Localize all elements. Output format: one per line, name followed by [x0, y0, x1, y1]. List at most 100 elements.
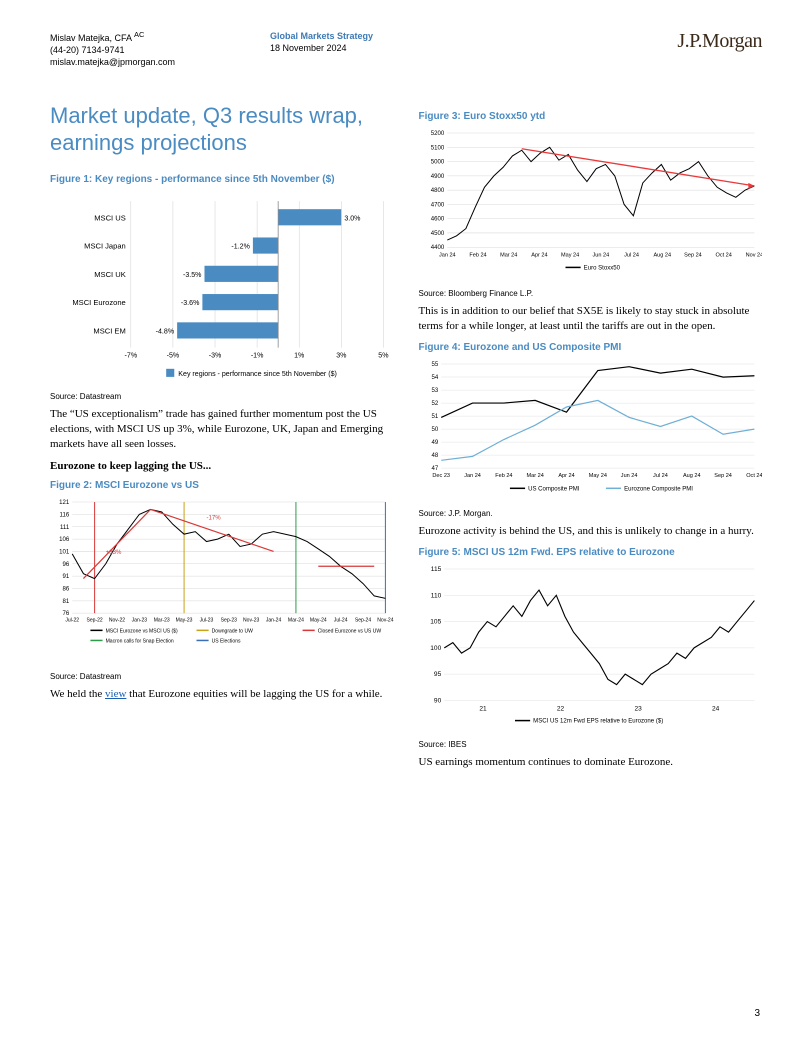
svg-text:-3.5%: -3.5%	[183, 272, 202, 279]
svg-text:-3.6%: -3.6%	[181, 300, 200, 307]
svg-text:Sep-22: Sep-22	[86, 617, 102, 623]
svg-text:Sep-24: Sep-24	[355, 617, 371, 623]
svg-text:Closed Eurozone vs US UW: Closed Eurozone vs US UW	[318, 628, 382, 634]
svg-text:3%: 3%	[336, 353, 347, 360]
svg-text:111: 111	[60, 524, 70, 530]
fig2-chart: 7681869196101106111116121Jul-22Sep-22Nov…	[50, 497, 394, 664]
svg-text:Downgrade to UW: Downgrade to UW	[212, 628, 253, 634]
svg-text:95: 95	[433, 671, 441, 678]
svg-text:MSCI US: MSCI US	[94, 214, 126, 223]
paragraph-5: US earnings momentum continues to domina…	[419, 755, 763, 770]
fig1-chart: -7%-5%-3%-1%1%3%5%MSCI US3.0%MSCI Japan-…	[50, 191, 394, 383]
fig2-title: Figure 2: MSCI Eurozone vs US	[50, 480, 394, 491]
svg-text:Macron calls for Snap Election: Macron calls for Snap Election	[106, 638, 174, 644]
svg-text:Mar 24: Mar 24	[526, 473, 543, 479]
svg-text:81: 81	[62, 599, 69, 605]
svg-text:21: 21	[479, 705, 487, 712]
svg-text:105: 105	[430, 619, 441, 626]
fig3-source: Source: Bloomberg Finance L.P.	[419, 289, 763, 298]
author-block: Mislav Matejka, CFA AC (44-20) 7134-9741…	[50, 30, 175, 68]
svg-text:4600: 4600	[430, 217, 444, 223]
svg-text:101: 101	[59, 549, 70, 555]
svg-text:Aug 24: Aug 24	[653, 253, 671, 259]
dept-title: Global Markets Strategy	[270, 30, 373, 42]
paragraph-2: We held the view that Eurozone equities …	[50, 687, 394, 702]
svg-text:-17%: -17%	[206, 515, 221, 521]
svg-text:110: 110	[430, 592, 441, 599]
svg-text:91: 91	[62, 574, 69, 580]
svg-text:Jan-24: Jan-24	[266, 617, 282, 623]
svg-text:Jun 24: Jun 24	[620, 473, 637, 479]
svg-text:Nov-23: Nov-23	[243, 617, 259, 623]
fig3-title: Figure 3: Euro Stoxx50 ytd	[419, 111, 763, 122]
svg-text:47: 47	[431, 466, 438, 472]
svg-text:100: 100	[430, 645, 441, 652]
svg-text:Key regions - performance sinc: Key regions - performance since 5th Nove…	[178, 371, 337, 378]
fig5-chart: 909510010511011521222324MSCI US 12m Fwd …	[419, 564, 763, 731]
jpmorgan-logo: J.P.Morgan	[677, 30, 762, 53]
svg-text:Oct 24: Oct 24	[746, 473, 762, 479]
paragraph-4: Eurozone activity is behind the US, and …	[419, 524, 763, 539]
svg-text:Apr 24: Apr 24	[558, 473, 574, 479]
svg-text:3.0%: 3.0%	[344, 216, 361, 223]
author-phone: (44-20) 7134-9741	[50, 44, 175, 56]
svg-text:Jul 24: Jul 24	[624, 253, 639, 259]
svg-text:Oct 24: Oct 24	[715, 253, 731, 259]
svg-text:Dec 23: Dec 23	[432, 473, 450, 479]
view-link[interactable]: view	[105, 688, 126, 700]
svg-text:Mar 24: Mar 24	[500, 253, 517, 259]
svg-text:Jul 24: Jul 24	[653, 473, 668, 479]
svg-text:Eurozone Composite PMI: Eurozone Composite PMI	[624, 486, 693, 492]
svg-text:US Elections: US Elections	[212, 638, 241, 644]
svg-text:4400: 4400	[430, 246, 444, 252]
svg-text:Sep 24: Sep 24	[684, 253, 702, 259]
svg-text:Feb 24: Feb 24	[495, 473, 512, 479]
svg-text:96: 96	[62, 561, 69, 567]
svg-text:May-23: May-23	[176, 617, 193, 623]
svg-text:Sep-23: Sep-23	[221, 617, 237, 623]
svg-text:MSCI UK: MSCI UK	[94, 270, 126, 279]
svg-text:Jan 24: Jan 24	[464, 473, 481, 479]
svg-text:MSCI Japan: MSCI Japan	[84, 242, 126, 251]
svg-text:4500: 4500	[430, 231, 444, 237]
svg-text:Sep 24: Sep 24	[714, 473, 732, 479]
fig4-chart: 474849505152535455Dec 23Jan 24Feb 24Mar …	[419, 359, 763, 500]
fig1-title: Figure 1: Key regions - performance sinc…	[50, 174, 394, 185]
svg-text:Mar-24: Mar-24	[288, 617, 304, 623]
svg-text:MSCI US 12m Fwd EPS relative t: MSCI US 12m Fwd EPS relative to Eurozone…	[533, 719, 663, 725]
paragraph-1: The “US exceptionalism” trade has gained…	[50, 407, 394, 452]
left-column: Market update, Q3 results wrap, earnings…	[50, 103, 394, 777]
dept-block: Global Markets Strategy 18 November 2024	[270, 30, 373, 54]
fig5-title: Figure 5: MSCI US 12m Fwd. EPS relative …	[419, 547, 763, 558]
fig4-title: Figure 4: Eurozone and US Composite PMI	[419, 342, 763, 353]
svg-text:Mar-23: Mar-23	[154, 617, 170, 623]
fig1-source: Source: Datastream	[50, 392, 394, 401]
svg-text:106: 106	[59, 537, 70, 543]
fig3-chart: 440045004600470048004900500051005200Jan …	[419, 128, 763, 280]
svg-text:115: 115	[430, 566, 441, 573]
svg-text:Jan-23: Jan-23	[132, 617, 148, 623]
svg-text:86: 86	[62, 586, 69, 592]
svg-text:24: 24	[711, 705, 719, 712]
svg-text:Jul-22: Jul-22	[65, 617, 79, 623]
svg-text:-5%: -5%	[167, 353, 180, 360]
svg-text:52: 52	[431, 401, 438, 407]
svg-text:+33%: +33%	[106, 550, 122, 556]
svg-text:5100: 5100	[430, 146, 444, 152]
author-name: Mislav Matejka, CFA	[50, 33, 132, 43]
fig5-source: Source: IBES	[419, 740, 763, 749]
svg-text:Apr 24: Apr 24	[531, 253, 547, 259]
svg-text:MSCI EM: MSCI EM	[93, 327, 125, 336]
svg-text:May-24: May-24	[310, 617, 327, 623]
page-title: Market update, Q3 results wrap, earnings…	[50, 103, 394, 156]
svg-text:54: 54	[431, 375, 438, 381]
para2-b: that Eurozone equities will be lagging t…	[126, 688, 382, 700]
svg-text:5%: 5%	[378, 353, 389, 360]
svg-text:May 24: May 24	[561, 253, 579, 259]
svg-text:Jan 24: Jan 24	[438, 253, 455, 259]
paragraph-3: This is in addition to our belief that S…	[419, 304, 763, 334]
svg-text:50: 50	[431, 427, 438, 433]
svg-text:53: 53	[431, 388, 438, 394]
fig4-source: Source: J.P. Morgan.	[419, 509, 763, 518]
subhead-1: Eurozone to keep lagging the US...	[50, 460, 394, 472]
